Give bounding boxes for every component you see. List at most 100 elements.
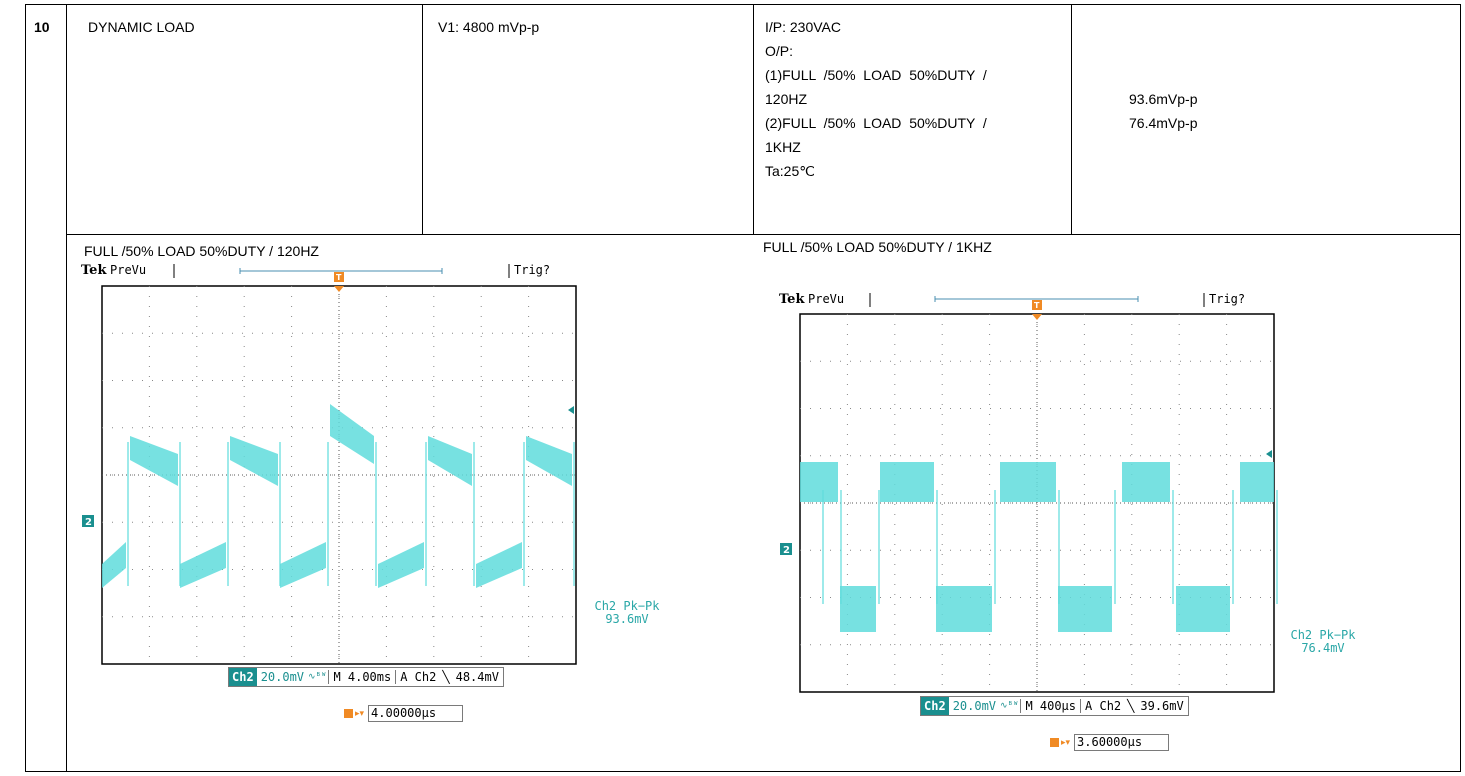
trace-segment — [1000, 462, 1056, 502]
trigger-source: A Ch2 — [1080, 699, 1125, 713]
channel-2-marker — [780, 543, 792, 555]
trigger-slope-icon: ╲ — [442, 670, 450, 684]
trigger-level-arrow — [568, 406, 574, 414]
trace-segment — [1058, 586, 1112, 632]
trigger-level-arrow — [1266, 450, 1272, 458]
trigger-delay: ▸▾ 4.00000µs — [344, 705, 464, 722]
scope-brand: Tek — [779, 292, 805, 307]
trace-segment — [880, 462, 934, 502]
channel-badge: Ch2 — [921, 697, 949, 715]
condition-line: (1)FULL /50% LOAD 50%DUTY / — [765, 67, 987, 83]
trace-segment — [936, 586, 992, 632]
trace — [102, 404, 575, 588]
row-index: 10 — [34, 19, 50, 35]
channel-2-label: 2 — [783, 545, 790, 556]
table-row-divider — [66, 234, 1461, 235]
scope-svg: Tek PreVu Trig? 2T — [81, 263, 577, 665]
table-col-divider-3 — [753, 4, 754, 235]
table-col-divider-2 — [422, 4, 423, 235]
trigger-source: A Ch2 — [395, 670, 440, 684]
table-col-divider-1 — [66, 4, 67, 772]
trace-segment — [330, 404, 374, 464]
trace-segment — [526, 436, 572, 486]
trigger-position-marker — [1032, 300, 1042, 310]
condition-line: (2)FULL /50% LOAD 50%DUTY / — [765, 115, 987, 131]
trigger-slope-icon: ╲ — [1127, 699, 1135, 713]
measurement-readout: Ch2 Pk−Pk 93.6mV — [582, 600, 672, 626]
trace-segment — [230, 436, 278, 486]
plot-area: 2T — [780, 300, 1278, 693]
trigger-arrow — [334, 286, 344, 292]
trigger-position-marker — [334, 272, 344, 282]
test-name: DYNAMIC LOAD — [88, 19, 195, 35]
trace-segment — [476, 542, 522, 588]
timebase: M 4.00ms — [328, 670, 395, 684]
scope-mode: PreVu — [808, 292, 844, 306]
delay-icon — [1050, 738, 1059, 747]
trig-status: Trig? — [1209, 292, 1245, 306]
measurement-value: 76.4mV — [1301, 641, 1345, 655]
scope-svg: Tek PreVu Trig? 2T — [779, 292, 1278, 693]
plot-area: 2T — [82, 272, 577, 665]
measurement-label: Ch2 Pk−Pk — [1290, 628, 1356, 642]
volts-per-div: 20.0mV — [952, 699, 997, 713]
trace-segment — [102, 542, 126, 588]
table-bottom-border — [25, 771, 1461, 772]
trace — [800, 462, 1278, 632]
trace-segment — [1176, 586, 1230, 632]
channel-badge: Ch2 — [229, 668, 257, 686]
trace-segment — [800, 462, 820, 502]
trace-segment — [1240, 462, 1274, 502]
condition-line: Ta:25℃ — [765, 163, 815, 179]
test-conditions: I/P: 230VAC O/P: (1)FULL /50% LOAD 50%DU… — [765, 15, 987, 183]
delay-arrow-icon: ▸▾ — [355, 708, 365, 718]
trig-status: Trig? — [514, 263, 550, 277]
table-right-border — [1460, 4, 1461, 772]
trace-segment — [1122, 462, 1170, 502]
trigger-level: 48.4mV — [455, 670, 499, 684]
result-value: 93.6mVp-p — [1129, 91, 1198, 107]
trace-segment — [280, 542, 326, 588]
scope-caption: FULL /50% LOAD 50%DUTY / 120HZ — [84, 243, 319, 259]
bandwidth-symbol: ∿ᴮᵂ — [1000, 701, 1019, 711]
trace-segment — [180, 542, 226, 588]
delay-value: 3.60000µs — [1074, 734, 1170, 751]
scope-status-bar: Ch2 20.0mV ∿ᴮᵂ M 4.00ms A Ch2 ╲ 48.4mV — [228, 667, 504, 687]
trace-segment — [130, 436, 178, 486]
table-top-border — [25, 4, 1461, 5]
measurement-label: Ch2 Pk−Pk — [594, 599, 660, 613]
measurement-readout: Ch2 Pk−Pk 76.4mV — [1278, 629, 1368, 655]
trigger-marker-letter: T — [336, 273, 342, 282]
condition-line: I/P: 230VAC — [765, 19, 842, 35]
delay-arrow-icon: ▸▾ — [1061, 737, 1071, 747]
scope-caption: FULL /50% LOAD 50%DUTY / 1KHZ — [763, 239, 992, 255]
delay-icon — [344, 709, 353, 718]
volts-per-div: 20.0mV — [260, 670, 305, 684]
timebase: M 400µs — [1020, 699, 1080, 713]
trigger-level: 39.6mV — [1140, 699, 1184, 713]
channel-2-label: 2 — [85, 517, 92, 528]
trace-segment — [840, 586, 876, 632]
scope-brand: Tek — [81, 263, 107, 278]
result-value: 76.4mVp-p — [1129, 115, 1198, 131]
trigger-delay: ▸▾ 3.60000µs — [1050, 734, 1170, 751]
table-left-border — [25, 4, 26, 772]
trace-segment — [820, 462, 838, 502]
bandwidth-symbol: ∿ᴮᵂ — [308, 672, 327, 682]
measurement-value: 93.6mV — [605, 612, 649, 626]
delay-value: 4.00000µs — [368, 705, 464, 722]
trigger-arrow — [1032, 314, 1042, 320]
record-bracket — [239, 268, 443, 274]
scope-mode: PreVu — [110, 263, 146, 277]
condition-line: O/P: — [765, 43, 794, 59]
record-bracket — [934, 296, 1139, 302]
scope-status-bar: Ch2 20.0mV ∿ᴮᵂ M 400µs A Ch2 ╲ 39.6mV — [920, 696, 1189, 716]
condition-line: 1KHZ — [765, 139, 801, 155]
condition-line: 120HZ — [765, 91, 808, 107]
trigger-marker-letter: T — [1034, 301, 1040, 310]
channel-2-marker — [82, 515, 94, 527]
table-col-divider-4 — [1071, 4, 1072, 235]
trace-segment — [378, 542, 424, 588]
